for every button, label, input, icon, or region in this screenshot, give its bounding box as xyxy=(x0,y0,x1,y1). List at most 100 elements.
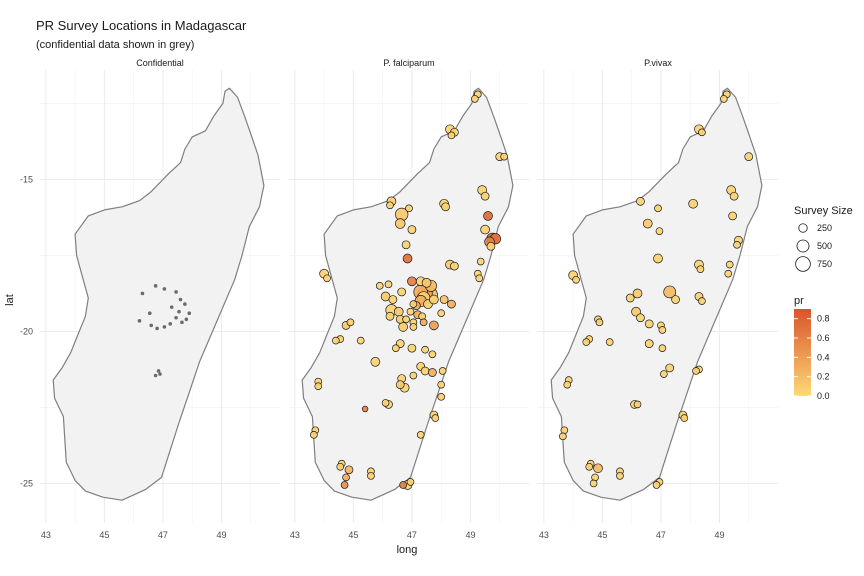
data-point xyxy=(724,269,733,278)
confidential-point xyxy=(162,287,167,291)
data-point xyxy=(660,370,668,378)
y-axis-label: lat xyxy=(4,294,16,306)
confidential-point xyxy=(149,323,154,328)
data-point xyxy=(642,218,653,229)
data-point xyxy=(392,344,400,352)
size-legend-label: 250 xyxy=(817,223,832,233)
confidential-point xyxy=(162,325,167,329)
color-legend-title: pr xyxy=(794,295,804,307)
facet-panel-3: P.vivax xyxy=(538,58,778,523)
data-point xyxy=(671,295,680,304)
color-legend-bar xyxy=(794,309,811,396)
confidential-point xyxy=(180,320,184,325)
data-point xyxy=(388,295,398,304)
madagascar-outline xyxy=(550,87,763,501)
data-point xyxy=(437,380,446,389)
data-point xyxy=(340,481,349,489)
confidential-point xyxy=(153,284,158,288)
size-legend-key xyxy=(798,223,808,233)
data-point xyxy=(419,318,428,327)
color-legend-label: 0.8 xyxy=(817,314,830,324)
data-point xyxy=(420,366,430,376)
data-point xyxy=(346,318,355,327)
data-point xyxy=(344,465,354,475)
data-point xyxy=(394,218,406,229)
data-point xyxy=(393,306,404,317)
data-point xyxy=(402,253,413,264)
data-point xyxy=(631,306,641,317)
data-point xyxy=(428,350,437,359)
confidential-point xyxy=(168,322,173,326)
data-point xyxy=(644,319,654,329)
data-point xyxy=(476,257,485,266)
data-point xyxy=(653,253,663,264)
data-point xyxy=(407,343,417,353)
x-tick-label: 43 xyxy=(290,530,300,540)
confidential-point xyxy=(178,297,183,302)
data-point xyxy=(450,261,459,271)
data-point xyxy=(559,432,567,441)
data-point xyxy=(437,309,446,318)
color-legend-label: 0.6 xyxy=(817,333,830,343)
data-point xyxy=(605,338,614,346)
data-point xyxy=(342,473,350,482)
data-point xyxy=(471,95,479,103)
data-point xyxy=(665,363,675,373)
color-legend: pr 0.0 0.2 0.4 0.6 0.8 xyxy=(794,295,830,401)
data-point xyxy=(680,414,689,422)
data-point xyxy=(431,414,440,422)
data-point xyxy=(744,152,754,161)
data-point xyxy=(589,479,598,488)
data-point xyxy=(563,380,572,389)
confidential-point xyxy=(187,311,192,316)
data-point xyxy=(397,287,407,297)
size-legend-label: 500 xyxy=(817,241,832,251)
data-point xyxy=(385,311,395,321)
size-legend: Survey Size 250 500 750 xyxy=(794,205,853,272)
confidential-point xyxy=(155,326,159,331)
data-point xyxy=(500,152,508,161)
data-point xyxy=(429,294,439,305)
data-point xyxy=(332,336,340,345)
data-point xyxy=(636,196,645,206)
data-point xyxy=(725,260,734,269)
data-point xyxy=(367,472,375,480)
data-point xyxy=(406,307,415,316)
data-point xyxy=(616,472,624,480)
data-point xyxy=(437,393,446,401)
data-point xyxy=(405,204,413,213)
facet-strip-label: P. falciparum xyxy=(383,58,434,68)
confidential-point xyxy=(174,315,178,320)
data-point xyxy=(698,128,706,137)
facet-strip-label: Confidential xyxy=(136,58,184,68)
data-point xyxy=(658,344,667,352)
data-point xyxy=(336,462,345,471)
data-point xyxy=(652,481,661,489)
data-point xyxy=(361,405,369,413)
data-point xyxy=(655,227,664,235)
data-point xyxy=(384,280,393,289)
data-point xyxy=(582,338,591,346)
x-tick-label: 45 xyxy=(348,530,358,540)
x-tick-label: 47 xyxy=(656,530,666,540)
data-point xyxy=(663,285,677,299)
y-axis-ticks: -15 -20 -25 xyxy=(20,174,33,488)
data-point xyxy=(729,191,739,201)
data-point xyxy=(480,191,490,201)
data-point xyxy=(428,368,437,377)
data-point xyxy=(314,382,323,390)
data-point xyxy=(429,320,439,331)
data-point xyxy=(409,371,418,380)
data-point xyxy=(323,274,331,283)
facet-panels: Confidential P. falciparum P.vivax xyxy=(40,58,778,523)
x-tick-label: 43 xyxy=(41,530,51,540)
data-point xyxy=(439,295,449,304)
data-point xyxy=(636,313,645,323)
confidential-point xyxy=(140,291,145,296)
data-point xyxy=(595,318,604,327)
data-point xyxy=(402,315,410,324)
data-point xyxy=(728,211,737,221)
y-tick-label: -15 xyxy=(20,174,33,184)
chart-subtitle: (confidential data shown in grey) xyxy=(36,39,194,51)
size-legend-label: 750 xyxy=(817,259,832,269)
